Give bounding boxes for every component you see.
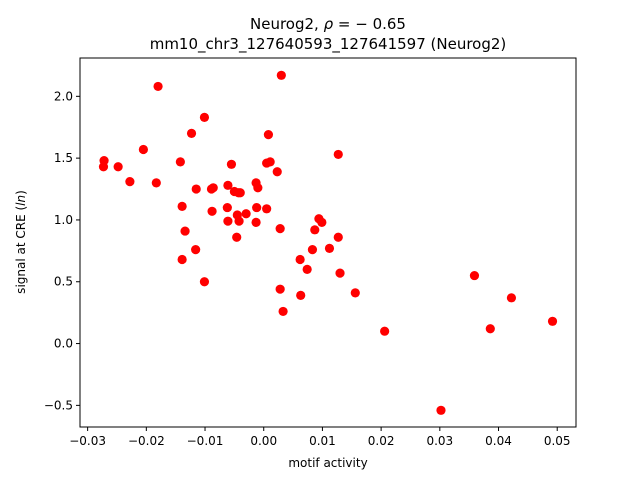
y-tick-label: −0.5 <box>44 398 73 412</box>
y-axis-label-italic: ln <box>14 195 28 206</box>
x-tick-label: 0.01 <box>309 434 336 448</box>
data-point-4 <box>138 144 148 155</box>
x-tick-label: −0.01 <box>187 434 224 448</box>
x-tick-label: 0.00 <box>250 434 277 448</box>
data-point-15 <box>199 277 210 287</box>
data-point-47 <box>310 225 320 235</box>
data-point-37 <box>262 204 272 214</box>
data-point-25 <box>235 188 245 198</box>
data-point-39 <box>276 70 286 80</box>
data-point-29 <box>241 209 251 219</box>
data-point-54 <box>350 288 360 298</box>
data-point-12 <box>191 184 201 194</box>
data-point-56 <box>436 405 446 415</box>
data-point-57 <box>469 270 480 281</box>
data-point-35 <box>265 157 275 167</box>
data-point-50 <box>324 243 335 253</box>
data-point-6 <box>153 81 163 92</box>
data-point-20 <box>222 202 232 213</box>
x-tick-label: −0.03 <box>69 434 106 448</box>
x-tick-label: 0.02 <box>368 434 395 448</box>
data-point-5 <box>151 178 161 188</box>
data-point-44 <box>296 290 306 300</box>
x-axis-label: motif activity <box>288 456 367 470</box>
y-axis-label-suffix: ) <box>14 190 28 195</box>
data-point-19 <box>223 180 233 190</box>
data-point-60 <box>547 316 558 326</box>
data-point-51 <box>333 232 343 242</box>
data-point-59 <box>506 293 517 303</box>
y-axis-label-prefix: signal at CRE ( <box>14 206 28 294</box>
data-point-41 <box>275 284 285 294</box>
data-point-18 <box>207 206 217 216</box>
y-tick-label: 1.0 <box>54 213 73 227</box>
data-point-14 <box>199 112 210 122</box>
data-point-21 <box>223 216 233 226</box>
data-point-33 <box>251 217 261 228</box>
chart-title-line1: Neurog2, ρ = − 0.65 <box>250 15 406 33</box>
x-tick-label: 0.03 <box>426 434 453 448</box>
data-point-49 <box>317 217 327 228</box>
points-layer <box>98 70 558 415</box>
x-tick-label: −0.02 <box>128 434 165 448</box>
y-tick-label: 0.0 <box>54 337 73 351</box>
data-point-10 <box>177 254 187 265</box>
y-axis-label: signal at CRE (ln) <box>14 190 28 294</box>
data-point-38 <box>272 167 282 177</box>
x-axis-ticks: −0.03 −0.02 −0.01 0.00 0.01 0.02 0.03 0.04 0.05 <box>69 427 571 448</box>
data-point-8 <box>177 201 187 211</box>
data-point-3 <box>125 177 135 187</box>
data-point-2 <box>113 162 123 172</box>
data-point-7 <box>175 157 185 167</box>
data-point-17 <box>208 183 218 193</box>
data-point-31 <box>253 183 263 193</box>
title-rho: ρ <box>324 15 334 33</box>
chart-title-line2: mm10_chr3_127640593_127641597 (Neurog2) <box>150 35 507 54</box>
data-point-22 <box>226 159 237 169</box>
x-tick-label: 0.05 <box>544 434 571 448</box>
data-point-11 <box>186 128 197 139</box>
data-point-28 <box>232 232 242 242</box>
data-point-55 <box>380 326 390 336</box>
y-tick-label: 1.5 <box>54 151 73 165</box>
data-point-9 <box>180 226 190 236</box>
title-prefix: Neurog2, <box>250 15 324 33</box>
data-point-36 <box>263 130 274 140</box>
data-point-43 <box>295 254 305 265</box>
data-point-53 <box>335 268 345 278</box>
data-point-45 <box>302 264 312 274</box>
y-tick-label: 2.0 <box>54 89 73 103</box>
data-point-46 <box>307 245 318 255</box>
data-point-1 <box>98 162 109 172</box>
data-point-32 <box>252 202 262 213</box>
y-axis-ticks: −0.5 0.0 0.5 1.0 1.5 2.0 <box>44 89 80 412</box>
data-point-42 <box>278 306 288 317</box>
data-point-52 <box>333 149 343 160</box>
data-point-40 <box>275 223 285 234</box>
data-point-27 <box>234 216 244 226</box>
x-tick-label: 0.04 <box>485 434 512 448</box>
y-tick-label: 0.5 <box>54 275 73 289</box>
data-point-13 <box>191 245 201 255</box>
data-point-58 <box>485 324 495 334</box>
plot-frame <box>79 57 577 428</box>
title-suffix: = − 0.65 <box>333 15 406 33</box>
